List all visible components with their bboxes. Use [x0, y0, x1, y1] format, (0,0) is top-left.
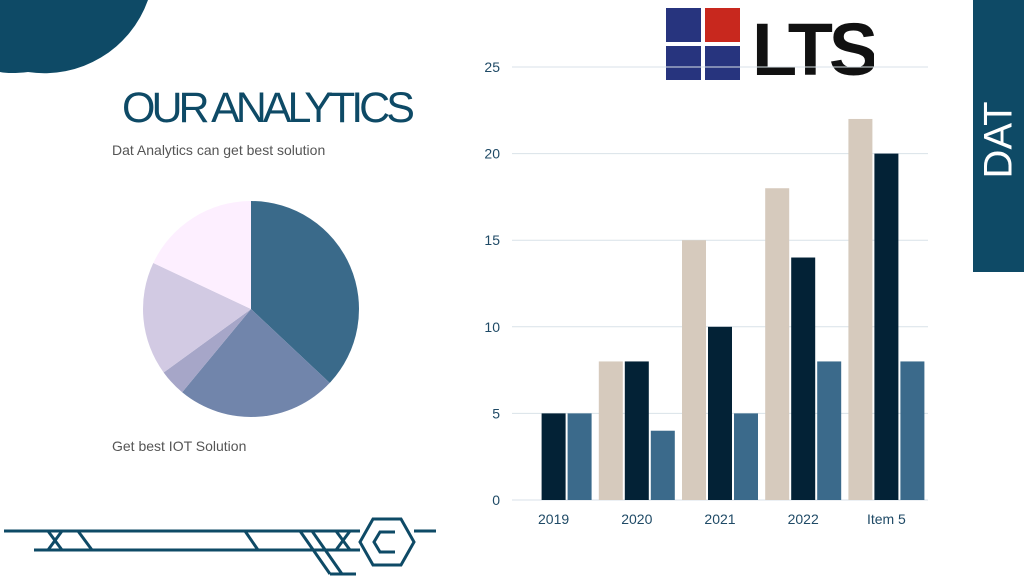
bar-2022-s2 — [791, 257, 816, 500]
bar-2020-s3 — [650, 430, 675, 500]
y-tick-label: 25 — [484, 59, 500, 75]
bar-2021-s1 — [682, 240, 706, 500]
bar-2022-s1 — [765, 188, 790, 501]
subtitle: Dat Analytics can get best solution — [112, 142, 326, 158]
x-tick-label: 2019 — [538, 511, 569, 527]
bar-item-5-s3 — [900, 361, 925, 500]
bar-item-5-s2 — [874, 153, 899, 500]
y-tick-label: 0 — [492, 492, 500, 508]
bar-2022-s3 — [817, 361, 842, 500]
bar-item-5-s1 — [848, 118, 873, 501]
pie-chart — [143, 201, 359, 417]
x-tick-label: 2022 — [788, 511, 819, 527]
caption: Get best IOT Solution — [112, 438, 247, 454]
pie-slice-4 — [143, 263, 251, 373]
side-tab: DAT — [973, 0, 1024, 272]
bar-2020-s2 — [624, 361, 649, 500]
bar-2021-s3 — [734, 413, 758, 500]
y-tick-label: 5 — [492, 405, 500, 421]
side-tab-label: DAT — [976, 101, 1020, 179]
page-title: OUR ANALYTICS — [122, 84, 415, 132]
bar-2019-s3 — [567, 413, 592, 500]
y-tick-label: 15 — [484, 232, 500, 248]
y-tick-label: 20 — [484, 146, 500, 162]
bar-chart: 0 5 10 15 20 25 2019 2020 2021 2022 Item 5 — [484, 59, 928, 527]
x-tick-label: 2020 — [621, 511, 652, 527]
corner-decoration — [0, 0, 148, 74]
bar-2020-s1 — [598, 361, 623, 500]
bar-2021-s2 — [708, 326, 732, 500]
logo-text: LTS — [752, 8, 874, 86]
circuit-decoration — [4, 517, 436, 576]
company-logo: LTS — [666, 8, 874, 86]
x-tick-label: 2021 — [704, 511, 735, 527]
pie-slice-3 — [163, 309, 251, 393]
pie-slice-2 — [182, 309, 330, 417]
pie-slice-5 — [153, 201, 251, 309]
x-tick-label: Item 5 — [867, 511, 906, 527]
y-tick-label: 10 — [484, 319, 500, 335]
pie-slice-1 — [251, 201, 359, 383]
bar-2019-s2 — [541, 413, 566, 500]
